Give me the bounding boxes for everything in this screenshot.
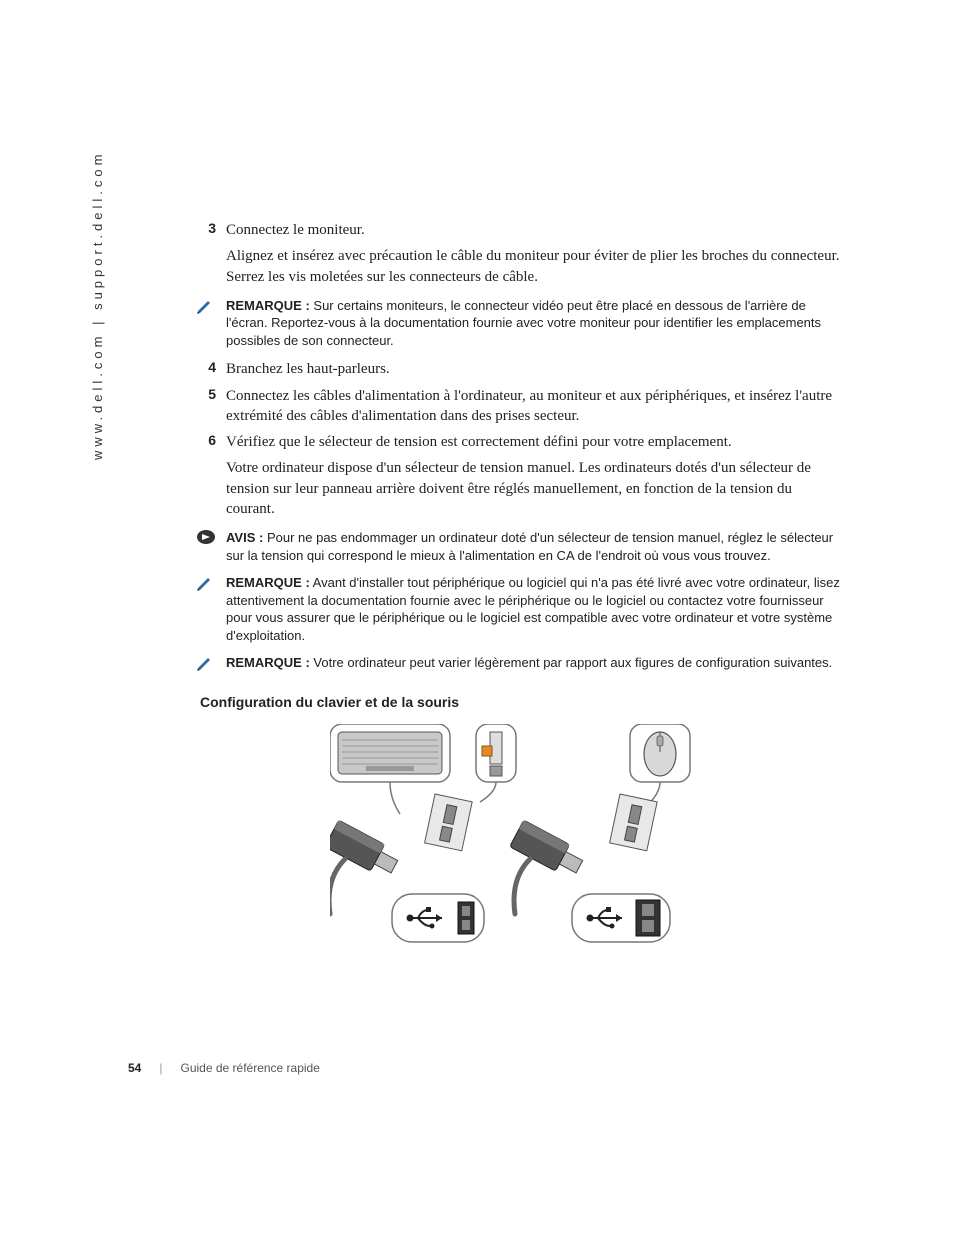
page-number: 54 [128, 1061, 141, 1075]
step-number: 5 [200, 386, 226, 427]
step-text: Connectez le moniteur. [226, 220, 840, 240]
note-remarque-3: REMARQUE : Votre ordinateur peut varier … [226, 654, 840, 672]
footer-separator: | [159, 1061, 162, 1075]
page-content: 3 Connectez le moniteur. Alignez et insé… [200, 220, 840, 954]
note-label: REMARQUE : [226, 298, 310, 313]
notice-icon [196, 529, 214, 547]
note-text: Votre ordinateur peut varier légèrement … [310, 655, 832, 670]
note-remarque-2: REMARQUE : Avant d'installer tout périph… [226, 574, 840, 644]
step-text: Branchez les haut-parleurs. [226, 359, 840, 379]
note-label: REMARQUE : [226, 655, 310, 670]
note-label: REMARQUE : [226, 575, 310, 590]
note-label: AVIS : [226, 530, 263, 545]
note-remarque-1: REMARQUE : Sur certains moniteurs, le co… [226, 297, 840, 350]
section-heading: Configuration du clavier et de la souris [200, 694, 840, 710]
step-number: 6 [200, 432, 226, 452]
step-3-extra: Alignez et insérez avec précaution le câ… [226, 246, 840, 287]
footer-title: Guide de référence rapide [180, 1061, 319, 1075]
sidebar-url: www.dell.com | support.dell.com [90, 151, 105, 460]
step-text: Connectez les câbles d'alimentation à l'… [226, 386, 840, 427]
note-text: Sur certains moniteurs, le connecteur vi… [226, 298, 821, 348]
note-text: Pour ne pas endommager un ordinateur dot… [226, 530, 833, 563]
pencil-icon [196, 574, 214, 592]
page-footer: 54 | Guide de référence rapide [128, 1061, 320, 1075]
step-text: Vérifiez que le sélecteur de tension est… [226, 432, 840, 452]
keyboard-mouse-diagram [330, 724, 700, 954]
step-6-extra: Votre ordinateur dispose d'un sélecteur … [226, 458, 840, 519]
pencil-icon [196, 297, 214, 315]
step-3: 3 Connectez le moniteur. [200, 220, 840, 240]
step-4: 4 Branchez les haut-parleurs. [200, 359, 840, 379]
step-6: 6 Vérifiez que le sélecteur de tension e… [200, 432, 840, 452]
step-5: 5 Connectez les câbles d'alimentation à … [200, 386, 840, 427]
step-number: 3 [200, 220, 226, 240]
note-text: Avant d'installer tout périphérique ou l… [226, 575, 840, 643]
pencil-icon [196, 654, 214, 672]
note-avis: AVIS : Pour ne pas endommager un ordinat… [226, 529, 840, 564]
step-number: 4 [200, 359, 226, 379]
